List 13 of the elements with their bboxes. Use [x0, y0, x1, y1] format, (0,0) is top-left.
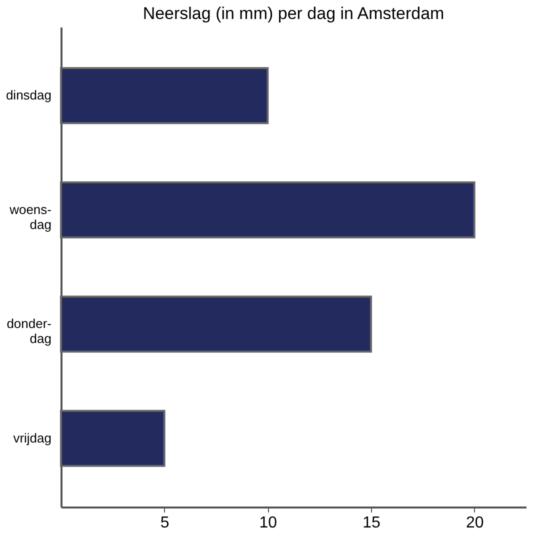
- chart-title: Neerslag (in mm) per dag in Amsterdam: [142, 4, 444, 23]
- bar: [60, 67, 269, 124]
- y-tick-label: dinsdag: [6, 88, 52, 103]
- y-tick-label: woens- dag: [8, 202, 52, 232]
- x-tick-label: 5: [160, 514, 170, 532]
- bar: [60, 181, 476, 238]
- y-tick-label: donder- dag: [6, 316, 52, 346]
- x-tick-label: 15: [362, 514, 380, 532]
- bar: [60, 296, 372, 353]
- x-tick-label: 10: [259, 514, 278, 532]
- x-tick-label: 20: [466, 514, 484, 532]
- y-tick-label: vrijdag: [13, 430, 52, 446]
- bar: [60, 410, 166, 467]
